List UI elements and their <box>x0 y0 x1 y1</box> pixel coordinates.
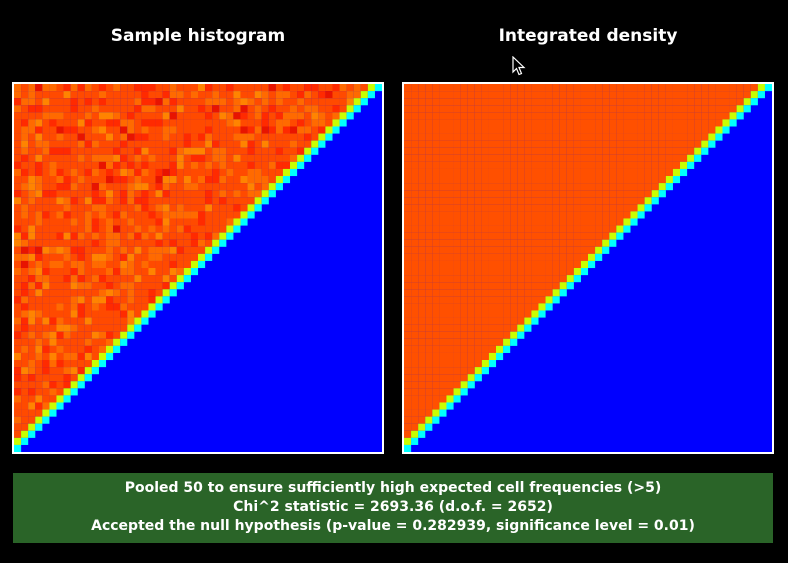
sample-histogram-plot <box>12 82 384 454</box>
sample-histogram-canvas <box>14 84 382 452</box>
pooling-message: Pooled 50 to ensure sufficiently high ex… <box>124 480 662 496</box>
integrated-density-canvas <box>404 84 772 452</box>
sample-histogram-title: Sample histogram <box>110 26 286 46</box>
mouse-pointer-icon <box>512 56 526 76</box>
hypothesis-message: Accepted the null hypothesis (p-value = … <box>91 518 695 534</box>
test-result-banner: Pooled 50 to ensure sufficiently high ex… <box>13 473 773 543</box>
chi-square-message: Chi^2 statistic = 2693.36 (d.o.f. = 2652… <box>233 499 553 515</box>
integrated-density-plot <box>402 82 774 454</box>
integrated-density-title: Integrated density <box>498 26 678 46</box>
